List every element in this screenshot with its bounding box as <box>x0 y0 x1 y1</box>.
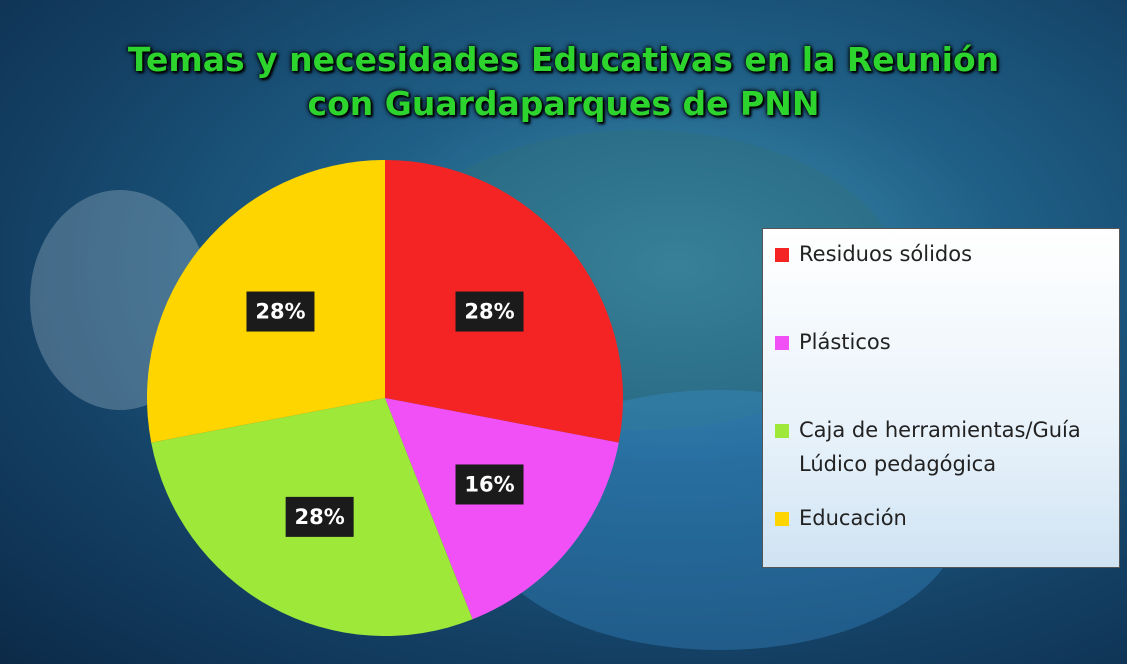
legend-swatch <box>775 336 789 350</box>
legend-swatch <box>775 248 789 262</box>
value-label: 28% <box>295 505 345 529</box>
legend-label: Plásticos <box>799 330 891 354</box>
legend-item: Residuos sólidos <box>775 237 1115 271</box>
value-label: 28% <box>464 300 514 324</box>
legend-label: Educación <box>799 506 907 530</box>
legend-item: Educación <box>775 501 1115 535</box>
legend: Residuos sólidos Plásticos Caja de herrami… <box>762 228 1120 568</box>
legend-swatch <box>775 424 789 438</box>
chart-title: Temas y necesidades Educativas en la Reu… <box>100 38 1027 126</box>
value-label: 28% <box>255 300 305 324</box>
value-label: 16% <box>464 472 514 496</box>
page: 28% 16% 28% 28% Temas y necesidades Educati… <box>0 0 1127 664</box>
pie: 28% 16% 28% 28% <box>147 160 623 636</box>
legend-label: Caja de herramientas/Guía Lúdico pedagóg… <box>799 418 1081 476</box>
legend-item: Caja de herramientas/Guía Lúdico pedagóg… <box>775 413 1115 481</box>
legend-label: Residuos sólidos <box>799 242 972 266</box>
legend-swatch <box>775 512 789 526</box>
legend-item: Plásticos <box>775 325 1115 359</box>
